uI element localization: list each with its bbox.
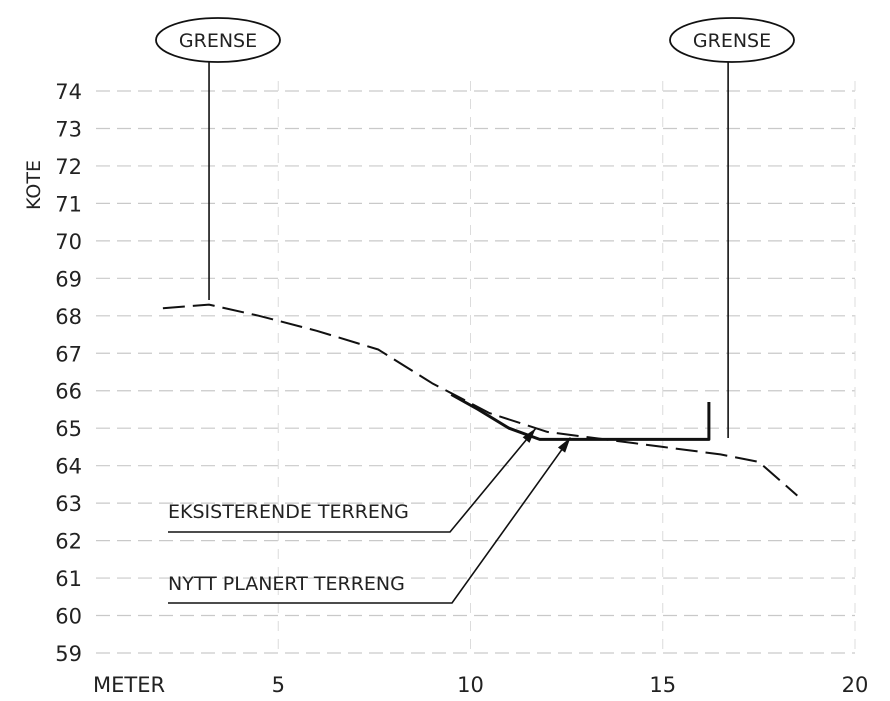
leader-line bbox=[168, 427, 537, 533]
y-tick-label: 68 bbox=[55, 305, 82, 329]
y-tick-label: 74 bbox=[55, 80, 82, 104]
y-axis-label: KOTE bbox=[23, 160, 45, 210]
y-tick-label: 60 bbox=[55, 605, 82, 629]
boundary-marker-label: GRENSE bbox=[693, 30, 771, 52]
y-tick-label: 64 bbox=[55, 455, 82, 479]
series-label: NYTT PLANERT TERRENG bbox=[168, 573, 405, 595]
series-label: EKSISTERENDE TERRENG bbox=[168, 501, 409, 523]
y-tick-label: 70 bbox=[55, 230, 82, 254]
y-tick-label: 69 bbox=[55, 267, 82, 291]
x-tick-labels: 5 10 15 20 bbox=[272, 673, 869, 697]
y-tick-label: 59 bbox=[55, 642, 82, 666]
y-tick-label: 63 bbox=[55, 492, 82, 516]
leader-line bbox=[168, 437, 572, 604]
boundary-marker-label: GRENSE bbox=[179, 30, 257, 52]
boundary-marker-ellipse bbox=[155, 17, 281, 63]
y-tick-label: 66 bbox=[55, 380, 82, 404]
series-line-new-terrain bbox=[450, 393, 711, 441]
x-tick-label: 5 bbox=[272, 673, 285, 697]
y-tick-label: 67 bbox=[55, 342, 82, 366]
y-tick-label: 61 bbox=[55, 567, 82, 591]
y-tick-label: 62 bbox=[55, 530, 82, 554]
y-tick-label: 65 bbox=[55, 417, 82, 441]
annotations-layer: GRENSE GRENSE bbox=[155, 17, 795, 438]
series-layer: EKSISTERENDE TERRENG NYTT PLANERT TERRENG bbox=[162, 303, 798, 604]
boundary-marker-ellipse bbox=[669, 17, 795, 63]
x-tick-label: 10 bbox=[457, 673, 484, 697]
x-tick-label: 20 bbox=[842, 673, 869, 697]
arrowhead bbox=[522, 428, 536, 443]
y-tick-label: 73 bbox=[55, 117, 82, 141]
x-axis-label: METER bbox=[93, 673, 165, 697]
series-line-existing-terrain bbox=[162, 303, 798, 497]
y-tick-label: 72 bbox=[55, 155, 82, 179]
y-tick-labels: 59 60 61 62 63 64 65 66 67 68 69 70 71 72 73 74 bbox=[55, 80, 82, 666]
arrowhead bbox=[557, 437, 571, 453]
x-tick-label: 15 bbox=[649, 673, 676, 697]
y-tick-label: 71 bbox=[55, 192, 82, 216]
